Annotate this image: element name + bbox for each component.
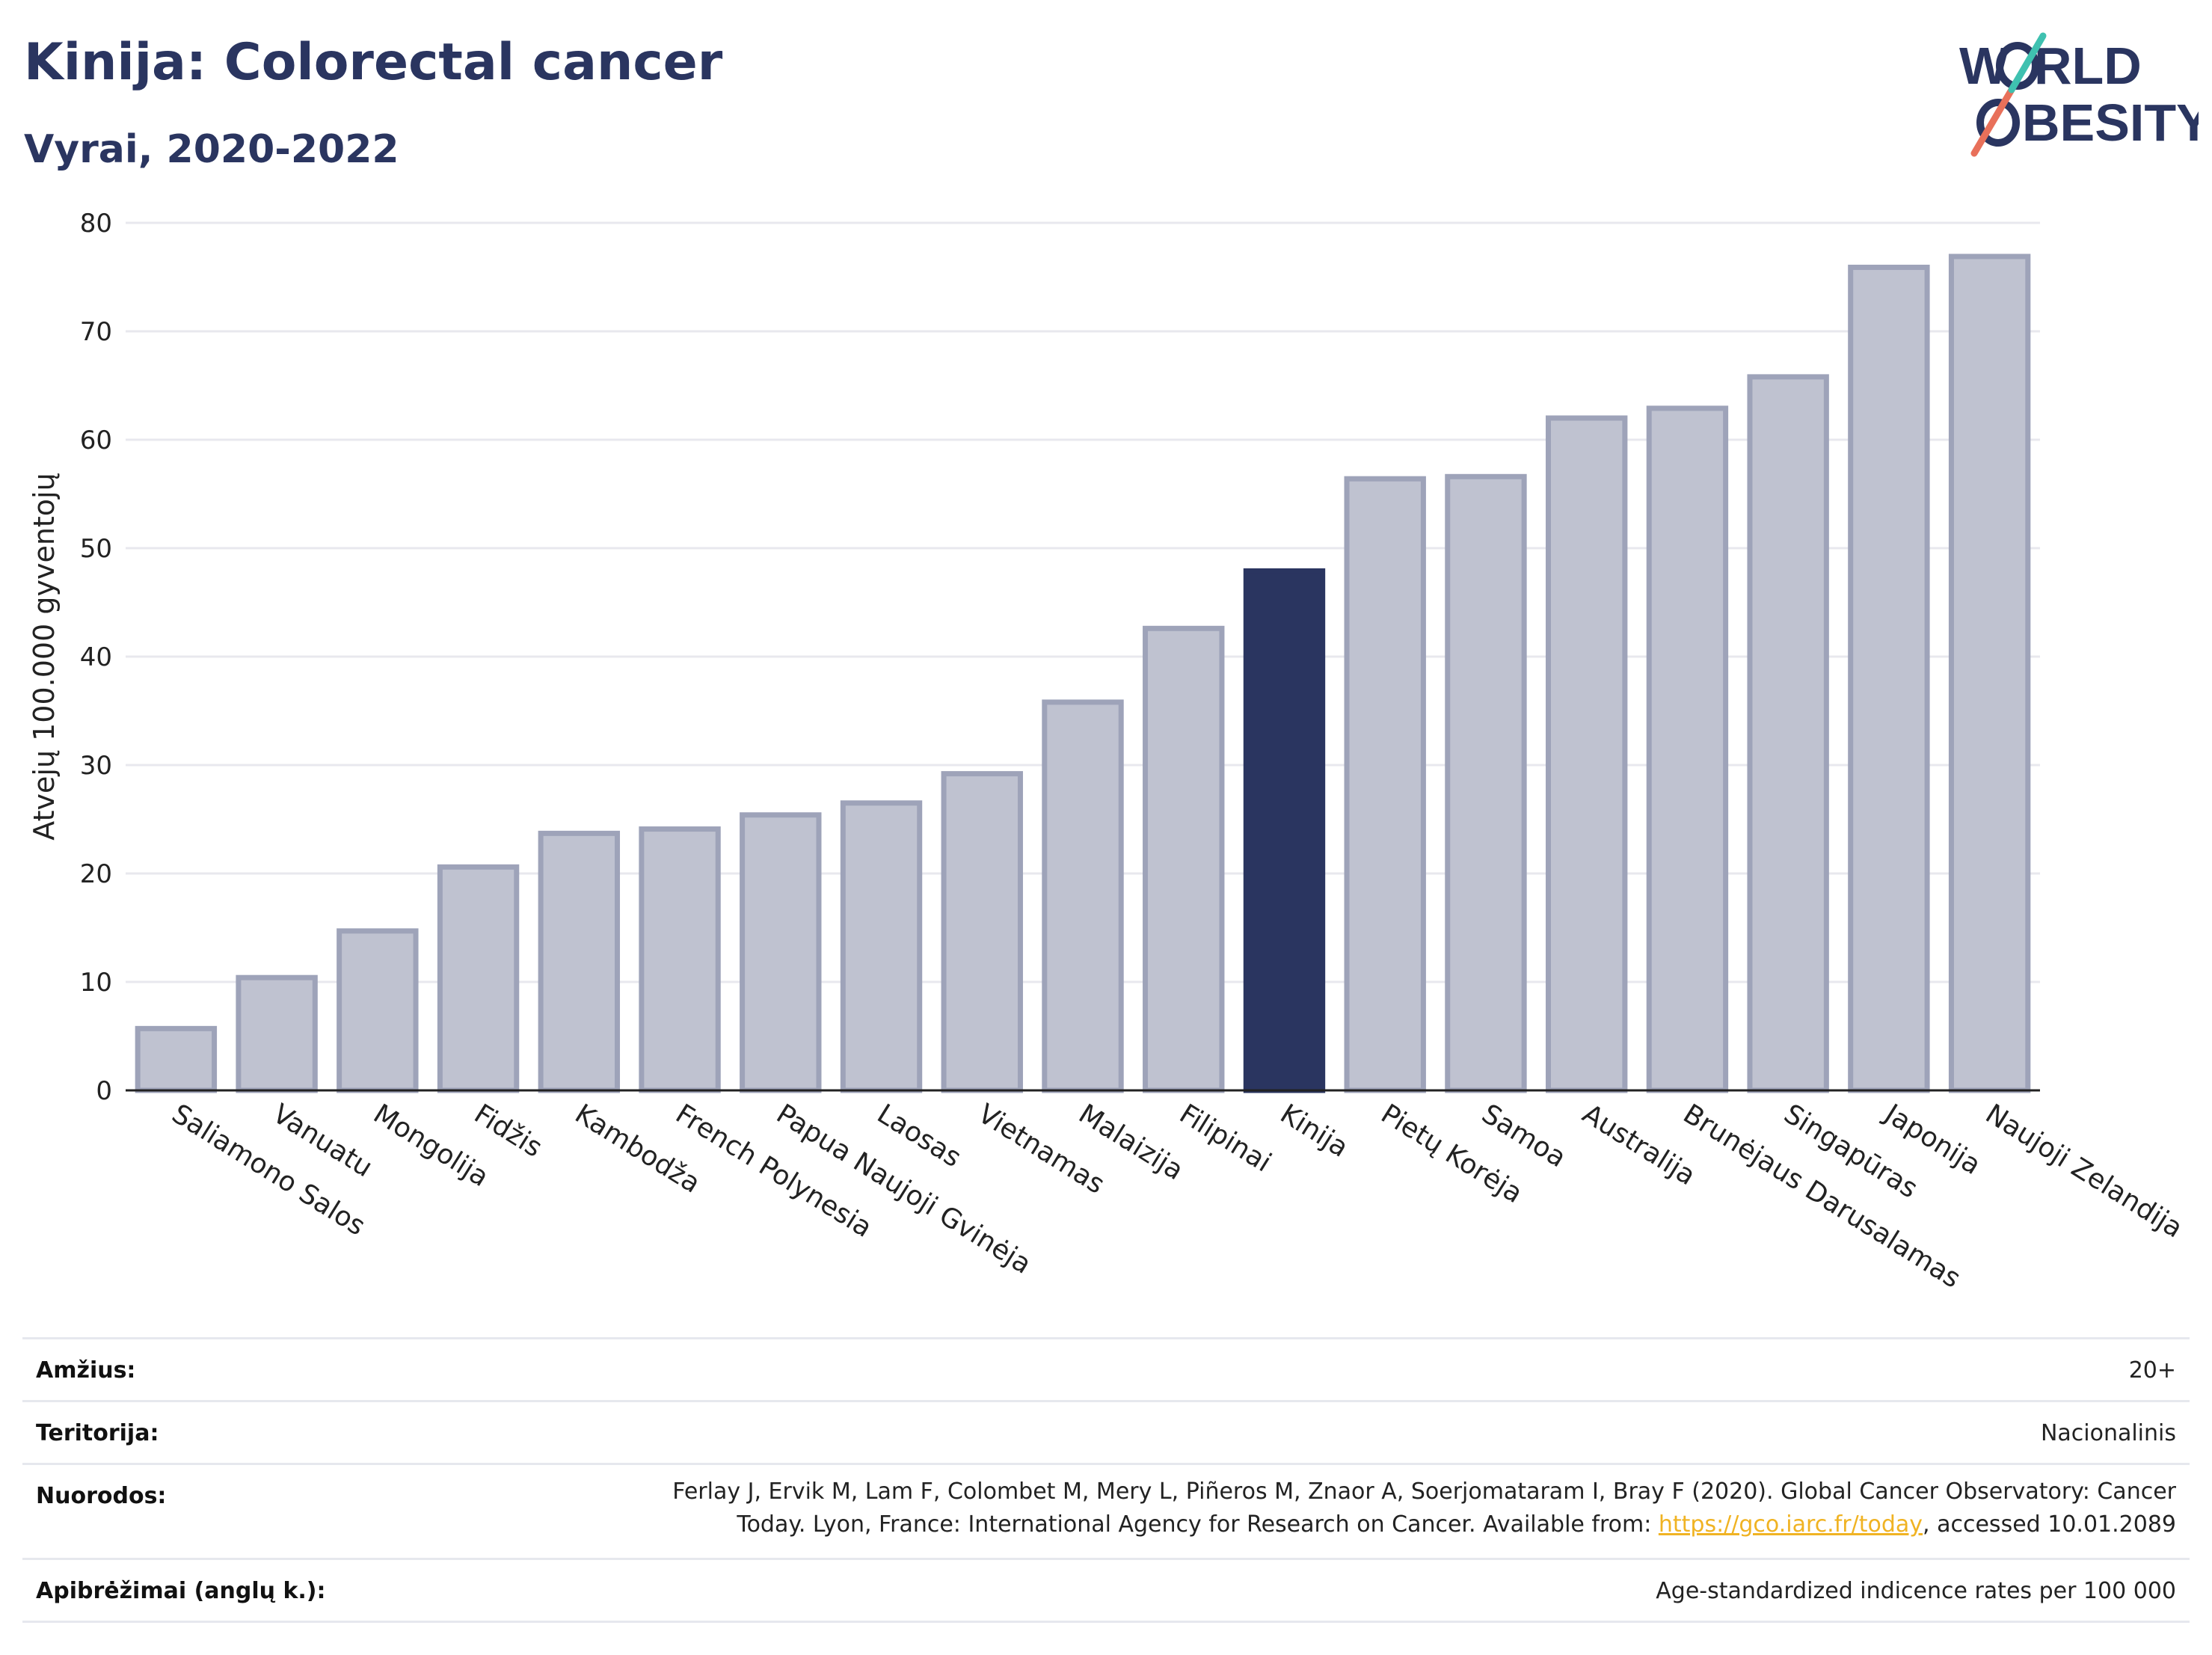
bar-papua-naujoji-gvinėja <box>740 812 822 1093</box>
meta-row-references: Nuorodos: Ferlay J, Ervik M, Lam F, Colo… <box>22 1465 2190 1560</box>
bar-singapūras <box>1747 374 1829 1093</box>
bar-vietnamas <box>941 771 1023 1093</box>
meta-key: Amžius: <box>36 1357 136 1384</box>
bar-brunėjaus-darusalamas <box>1646 405 1729 1093</box>
bar-kambodža <box>538 830 621 1093</box>
svg-text:BESITY: BESITY <box>2022 93 2199 152</box>
y-axis-label: Atvejų 100.000 gyventojų <box>28 473 61 840</box>
reference-accessed: , accessed 10.01.2089 <box>1923 1511 2176 1538</box>
y-tick-label: 10 <box>80 968 112 998</box>
x-tick-label: Naujoji Zelandija <box>1980 1099 2188 1244</box>
x-tick-label: Fidžis <box>469 1099 547 1164</box>
bar-laosas <box>840 800 923 1093</box>
bar-chart: 0 10 20 30 40 50 60 70 80 Atvejų 100.000 gyventoj… <box>28 209 2188 1295</box>
bar-pietų-korėja <box>1344 476 1426 1093</box>
bar-vanuatu <box>236 974 318 1093</box>
chart-title: Kinija: Colorectal cancer <box>24 33 723 92</box>
meta-key: Nuorodos: <box>36 1483 167 1509</box>
y-tick-label: 50 <box>80 534 112 564</box>
bar-kinija <box>1243 568 1326 1093</box>
meta-key: Teritorija: <box>36 1420 159 1446</box>
bar-french-polynesia <box>639 826 721 1093</box>
bar-samoa <box>1445 473 1527 1093</box>
meta-value: Ferlay J, Ervik M, Lam F, Colombet M, Me… <box>672 1476 2176 1541</box>
bar-japonija <box>1848 264 1930 1093</box>
meta-value: 20+ <box>2128 1357 2176 1384</box>
meta-row-territory: Teritorija: Nacionalinis <box>22 1402 2190 1465</box>
bar-malaizija <box>1042 699 1124 1093</box>
reference-text: Today. Lyon, France: International Agenc… <box>737 1511 1659 1538</box>
svg-text:RLD: RLD <box>2034 37 2142 95</box>
meta-value: Nacionalinis <box>2040 1420 2176 1446</box>
bar-saliamono-salos <box>135 1025 218 1093</box>
x-tick-label: Saliamono Salos <box>167 1099 371 1242</box>
world-obesity-logo: W RLD BESITY <box>1959 32 2199 157</box>
meta-row-age: Amžius: 20+ <box>22 1339 2190 1402</box>
metadata-table: Amžius: 20+ Teritorija: Nacionalinis Nuo… <box>22 1337 2190 1623</box>
y-tick-label: 30 <box>80 751 112 781</box>
x-tick-label: Mongolija <box>368 1099 494 1193</box>
bar-fidžis <box>437 864 520 1093</box>
reference-link[interactable]: https://gco.iarc.fr/today <box>1658 1511 1923 1538</box>
reference-line-1: Ferlay J, Ervik M, Lam F, Colombet M, Me… <box>672 1479 2176 1505</box>
bar-mongolija <box>337 928 419 1093</box>
x-tick-label: Australija <box>1577 1099 1701 1191</box>
bar-australija <box>1545 415 1628 1093</box>
meta-row-definitions: Apibrėžimai (anglų k.): Age-standardized… <box>22 1560 2190 1623</box>
y-tick-label: 80 <box>80 209 112 239</box>
y-tick-label: 60 <box>80 426 112 455</box>
chart-subtitle: Vyrai, 2020-2022 <box>24 127 399 172</box>
bar-filipinai <box>1143 625 1225 1093</box>
y-tick-label: 0 <box>96 1076 112 1106</box>
meta-key: Apibrėžimai (anglų k.): <box>36 1578 326 1604</box>
meta-value: Age-standardized indicence rates per 100… <box>1656 1578 2176 1604</box>
y-tick-label: 20 <box>80 859 112 889</box>
x-tick-label: Kinija <box>1275 1099 1354 1164</box>
y-tick-label: 70 <box>80 317 112 347</box>
bar-naujoji-zelandija <box>1948 254 2031 1093</box>
x-tick-label: Filipinai <box>1174 1099 1276 1179</box>
reference-line-2: Today. Lyon, France: International Agenc… <box>672 1508 2176 1541</box>
y-tick-label: 40 <box>80 642 112 672</box>
